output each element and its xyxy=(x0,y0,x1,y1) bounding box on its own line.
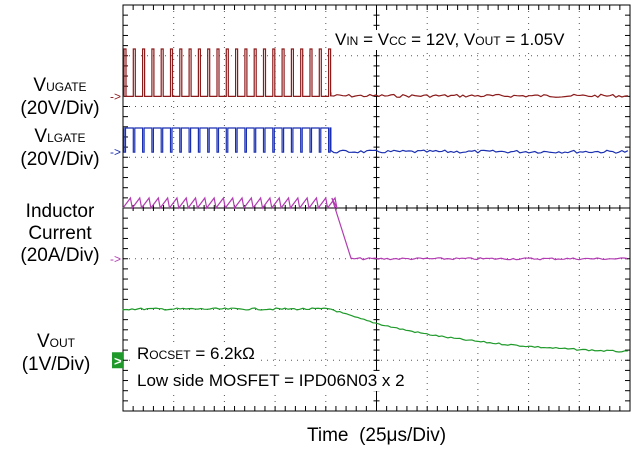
trace-inductor-current xyxy=(122,196,628,261)
channel-label-ugate: VUGATE (20V/Div) xyxy=(2,75,118,120)
channel-markers: -> -> -> > xyxy=(110,89,123,369)
channel-label-vout: VOUT (1V/Div) xyxy=(2,331,110,376)
scale-lgate: (20V/Div) xyxy=(20,149,100,170)
marker-text-inductor: -> xyxy=(110,252,121,266)
x-axis-label: Time (25μs/Div) xyxy=(306,425,447,446)
marker-text-vout: > xyxy=(114,353,122,368)
traces xyxy=(122,48,629,353)
trace-ugate xyxy=(123,48,628,99)
trace-lgate xyxy=(123,127,629,154)
chart-title: VIN = VCC = 12V, VOUT = 1.05V xyxy=(332,30,568,50)
scale-ugate: (20V/Div) xyxy=(20,98,100,119)
scale-vout: (1V/Div) xyxy=(21,354,91,375)
marker-vout xyxy=(112,352,123,369)
marker-text-ugate: -> xyxy=(110,89,121,103)
rocset-annotation: ROCSET = 6.2kΩ xyxy=(134,344,258,364)
mosfet-annotation: Low side MOSFET = IPD06N03 x 2 xyxy=(134,371,408,391)
scale-inductor: (20A/Div) xyxy=(20,245,100,266)
marker-text-lgate: -> xyxy=(110,145,121,159)
channel-label-inductor: Inductor Current (20A/Div) xyxy=(2,201,118,267)
trace-vout xyxy=(122,307,628,353)
channel-label-lgate: VLGATE (20V/Div) xyxy=(2,126,118,171)
